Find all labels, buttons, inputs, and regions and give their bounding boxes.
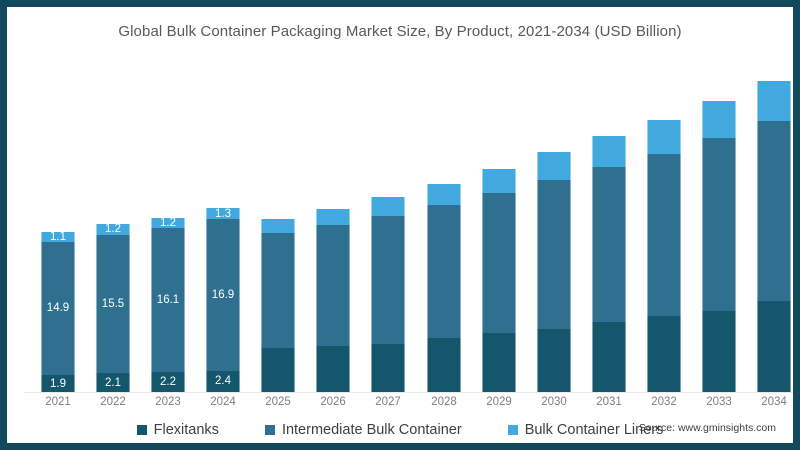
bar-segment-flexitanks-2034[interactable] [757,300,791,392]
bar-segment-flexitanks-2029[interactable] [482,332,516,392]
bar-segment-bulk-container-liners-2024[interactable] [206,207,240,220]
bar-segment-intermediate-bulk-container-2022[interactable] [96,234,130,374]
bar-segment-intermediate-bulk-container-2026[interactable] [316,224,350,347]
legend-swatch-icon-1 [264,425,275,435]
bar-segment-flexitanks-2027[interactable] [371,343,405,392]
bar-segment-intermediate-bulk-container-2034[interactable] [757,121,791,301]
x-tick-2021: 2021 [45,396,71,408]
bar-segment-intermediate-bulk-container-2030[interactable] [537,180,571,329]
bar-segment-bulk-container-liners-2031[interactable] [592,136,626,167]
bar-segment-bulk-container-liners-2023[interactable] [151,217,185,229]
bar-segment-intermediate-bulk-container-2027[interactable] [371,215,405,344]
bar-segment-flexitanks-2026[interactable] [316,346,350,392]
bar-value-label-bulk-container-liners-2023: 1.2 [160,216,176,229]
bar-value-label-flexitanks-2021: 1.9 [50,377,66,390]
bar-segment-flexitanks-2024[interactable] [206,370,240,392]
bar-segment-flexitanks-2023[interactable] [151,372,185,392]
x-axis-baseline [24,392,793,393]
bar-segment-bulk-container-liners-2025[interactable] [261,218,295,233]
x-tick-2031: 2031 [596,396,622,408]
x-tick-2030: 2030 [541,396,567,408]
legend-swatch-icon-2 [507,425,518,435]
legend-item-flexitanks[interactable]: Flexitanks [136,422,219,438]
bar-segment-intermediate-bulk-container-2033[interactable] [702,137,736,311]
x-tick-2025: 2025 [265,396,291,408]
bar-segment-bulk-container-liners-2027[interactable] [371,197,405,216]
bar-segment-flexitanks-2030[interactable] [537,328,571,392]
x-tick-2034: 2034 [761,396,787,408]
x-tick-2032: 2032 [651,396,677,408]
bar-value-label-flexitanks-2022: 2.1 [105,376,121,389]
x-tick-2022: 2022 [100,396,126,408]
x-tick-2028: 2028 [431,396,457,408]
source-attribution: Source: www.gminsights.com [638,422,776,434]
x-tick-2027: 2027 [375,396,401,408]
x-tick-2029: 2029 [486,396,512,408]
x-axis-tick-labels: 2021 2022 2023 2024 2025 2026 2027 2028 2029 2030… [24,396,793,414]
legend-item-bulk-container-liners[interactable]: Bulk Container Liners [507,422,664,438]
bar-segment-flexitanks-2025[interactable] [261,348,295,392]
bar-segment-bulk-container-liners-2033[interactable] [702,101,736,138]
bar-segment-bulk-container-liners-2028[interactable] [427,183,461,206]
bar-segment-flexitanks-2032[interactable] [647,315,681,392]
bar-value-label-bulk-container-liners-2024: 1.3 [215,207,231,220]
bar-segment-intermediate-bulk-container-2028[interactable] [427,205,461,339]
bar-segment-flexitanks-2028[interactable] [427,338,461,392]
bar-segment-bulk-container-liners-2034[interactable] [757,80,791,121]
legend-label-2: Bulk Container Liners [524,422,664,438]
legend-swatch-icon-0 [136,425,147,435]
plot-area: 1.9 14.9 1.1 2.1 15.5 1.2 2.2 16.1 1.2 2.4 16.9 1.3 [24,70,793,392]
x-tick-2033: 2033 [706,396,732,408]
bar-segment-flexitanks-2022[interactable] [96,373,130,392]
chart-legend: Flexitanks Intermediate Bulk Container Bul… [10,422,790,438]
bar-segment-intermediate-bulk-container-2029[interactable] [482,193,516,333]
bar-value-label-flexitanks-2024: 2.4 [215,375,231,388]
bar-segment-flexitanks-2033[interactable] [702,310,736,392]
x-tick-2023: 2023 [155,396,181,408]
bar-segment-intermediate-bulk-container-2024[interactable] [206,219,240,371]
bar-segment-intermediate-bulk-container-2023[interactable] [151,228,185,373]
page-title: Global Bulk Container Packaging Market S… [118,23,682,40]
bar-segment-bulk-container-liners-2026[interactable] [316,208,350,225]
bar-segment-bulk-container-liners-2032[interactable] [647,120,681,155]
bar-segment-intermediate-bulk-container-2021[interactable] [41,241,75,376]
bar-value-label-flexitanks-2023: 2.2 [160,376,176,389]
x-tick-2026: 2026 [320,396,346,408]
bar-segment-flexitanks-2031[interactable] [592,322,626,392]
legend-item-intermediate-bulk-container[interactable]: Intermediate Bulk Container [264,422,462,438]
bar-value-label-bulk-container-liners-2022: 1.2 [105,223,121,236]
bar-value-label-intermediate-bulk-container-2022: 15.5 [101,297,125,310]
bar-value-label-intermediate-bulk-container-2021: 14.9 [46,302,70,315]
bar-value-label-intermediate-bulk-container-2023: 16.1 [156,294,180,307]
bar-segment-bulk-container-liners-2021[interactable] [41,231,75,242]
bar-value-label-intermediate-bulk-container-2024: 16.9 [211,288,235,301]
bar-segment-intermediate-bulk-container-2032[interactable] [647,154,681,316]
bar-segment-intermediate-bulk-container-2025[interactable] [261,232,295,349]
bar-value-label-bulk-container-liners-2021: 1.1 [50,230,66,243]
bar-segment-intermediate-bulk-container-2031[interactable] [592,166,626,323]
x-tick-2024: 2024 [210,396,236,408]
bar-segment-bulk-container-liners-2029[interactable] [482,169,516,194]
bar-segment-bulk-container-liners-2030[interactable] [537,152,571,181]
legend-label-0: Flexitanks [153,422,219,438]
bar-segment-bulk-container-liners-2022[interactable] [96,223,130,235]
chart-inner-panel: Global Bulk Container Packaging Market S… [7,7,793,443]
bar-segment-flexitanks-2021[interactable] [41,375,75,392]
legend-label-1: Intermediate Bulk Container [281,422,462,438]
